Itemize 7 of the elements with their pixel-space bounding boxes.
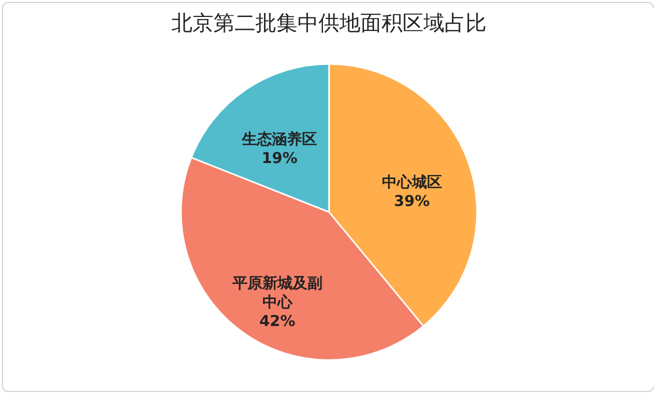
data-label: 42% <box>259 312 296 330</box>
slice-label: 生态涵养区 <box>241 130 318 148</box>
chart-title: 北京第二批集中供地面积区域占比 <box>172 11 486 35</box>
slice-label: 平原新城及副中心 <box>231 274 322 312</box>
data-label: 19% <box>262 149 298 168</box>
slice-label: 中心城区 <box>382 173 442 192</box>
data-label: 39% <box>394 192 430 210</box>
